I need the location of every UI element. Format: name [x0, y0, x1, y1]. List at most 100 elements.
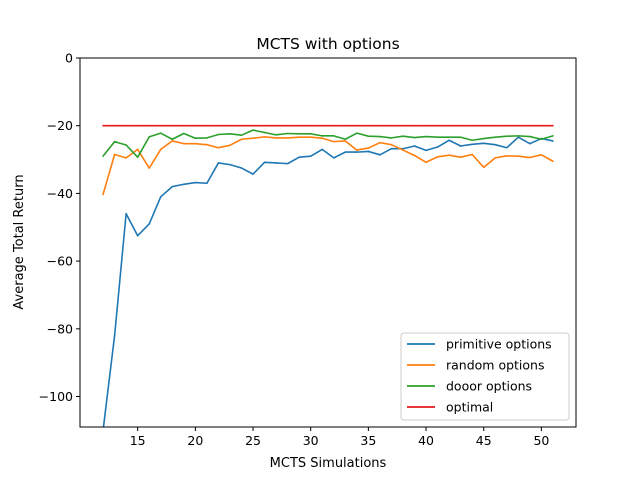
data-point	[552, 124, 554, 127]
data-point	[275, 137, 277, 139]
data-point	[217, 124, 220, 127]
data-point	[425, 161, 427, 164]
data-point	[298, 136, 300, 139]
data-point	[332, 135, 335, 137]
data-point	[505, 135, 508, 138]
y-tick-label: −80	[47, 321, 73, 336]
data-point	[298, 133, 300, 135]
data-point	[529, 142, 531, 145]
data-point	[102, 124, 104, 127]
data-point	[494, 124, 497, 127]
data-point	[425, 135, 427, 138]
data-point	[275, 124, 277, 127]
data-point	[425, 149, 427, 152]
data-point	[436, 124, 439, 127]
data-point	[517, 155, 520, 157]
data-point	[240, 124, 243, 127]
data-point	[540, 124, 543, 127]
data-point	[240, 138, 243, 141]
data-point	[159, 124, 162, 127]
x-tick-label: 50	[533, 433, 549, 448]
x-tick-label: 30	[303, 433, 319, 448]
y-tick-label: −40	[47, 186, 73, 201]
data-point	[136, 156, 139, 158]
data-point	[321, 124, 324, 127]
data-point	[356, 124, 358, 127]
data-point	[505, 124, 508, 127]
x-tick-label: 40	[418, 433, 434, 448]
data-point	[298, 124, 300, 127]
series-dooor-options	[102, 129, 554, 158]
data-point	[552, 135, 554, 137]
series-random-options	[102, 136, 554, 196]
x-tick-label: 20	[187, 433, 203, 448]
data-point	[552, 140, 554, 142]
data-point	[390, 143, 393, 146]
data-point	[159, 195, 162, 198]
data-point	[263, 136, 266, 138]
data-point	[240, 167, 243, 169]
data-point	[471, 139, 473, 142]
data-point	[436, 146, 439, 148]
y-axis-label: Average Total Return	[12, 174, 27, 309]
data-point	[482, 142, 485, 145]
data-point	[379, 135, 381, 138]
data-point	[321, 148, 324, 151]
data-point	[436, 156, 439, 158]
data-point	[206, 137, 208, 139]
data-point	[240, 134, 243, 136]
data-point	[148, 167, 151, 169]
data-point	[171, 138, 174, 141]
series-line-dooor-options	[102, 129, 554, 158]
series-line-random-options	[102, 136, 554, 195]
data-point	[367, 150, 370, 153]
data-point	[125, 144, 127, 146]
data-point	[425, 124, 427, 127]
data-point	[367, 147, 370, 149]
chart-title: MCTS with options	[256, 35, 399, 53]
data-point	[125, 124, 127, 127]
data-point	[309, 133, 312, 135]
data-point	[471, 124, 473, 127]
data-point	[194, 181, 197, 184]
data-point	[309, 124, 312, 127]
x-tick-label: 35	[360, 433, 376, 448]
data-point	[136, 124, 139, 127]
data-point	[252, 129, 254, 131]
data-point	[125, 157, 127, 159]
data-point	[183, 142, 185, 145]
data-point	[159, 148, 162, 151]
data-point	[505, 155, 508, 157]
data-point	[263, 161, 266, 164]
data-point	[344, 140, 347, 142]
data-point	[413, 124, 416, 127]
data-point	[402, 124, 404, 127]
data-point	[102, 155, 104, 157]
data-point	[102, 193, 104, 196]
data-point	[217, 133, 220, 136]
data-point	[263, 124, 266, 127]
data-point	[171, 185, 174, 188]
data-point	[194, 142, 197, 145]
data-point	[206, 143, 208, 146]
data-point	[194, 124, 197, 127]
data-point	[252, 124, 254, 127]
data-point	[229, 133, 231, 135]
data-point	[517, 124, 520, 127]
data-point	[494, 143, 497, 146]
data-point	[344, 124, 347, 127]
data-point	[390, 137, 393, 139]
data-point	[367, 124, 370, 127]
data-point	[540, 138, 543, 141]
data-point	[436, 136, 439, 139]
data-point	[171, 124, 174, 127]
data-point	[459, 124, 462, 127]
data-point	[402, 149, 404, 151]
data-point	[113, 153, 116, 156]
data-point	[332, 140, 335, 143]
data-point	[229, 144, 231, 147]
legend-label: primitive options	[446, 337, 552, 352]
y-axis-ticks: 0 −20 −40 −60 −80 −100	[39, 51, 80, 404]
data-point	[275, 134, 277, 136]
